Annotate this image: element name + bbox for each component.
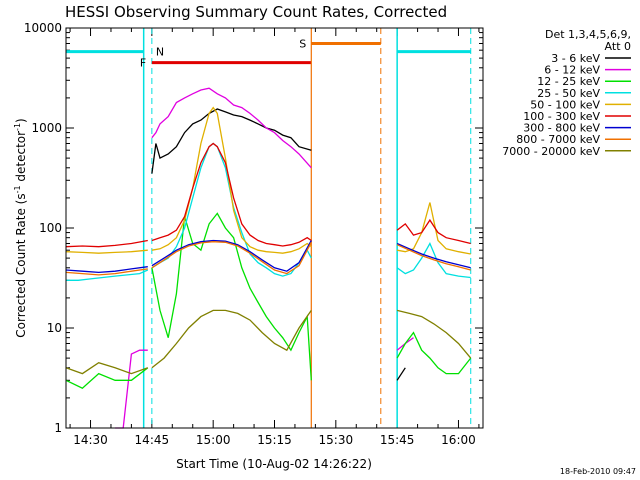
series-300-800-kev-segment-0	[65, 266, 148, 274]
plot-area: NF S	[65, 27, 484, 429]
series-100-300-kev	[65, 142, 471, 248]
series-50-100-kev-segment-1	[151, 106, 312, 254]
flare-marker-label: F	[140, 57, 146, 70]
series-12-25-kev-segment-1	[151, 212, 312, 381]
series-300-800-kev	[65, 239, 471, 274]
legend-label-25-50-kev: 25 - 50 keV	[537, 87, 600, 100]
series-7000-20000-kev	[65, 309, 472, 375]
series-50-100-kev	[65, 106, 471, 255]
series-100-300-kev-segment-0	[65, 239, 148, 248]
series-25-50-kev-segment-0	[66, 269, 149, 281]
series-7000-20000-kev-segment-0	[65, 361, 149, 375]
series-7000-20000-kev-segment-1	[151, 309, 312, 369]
series-3-6-kev-segment-0	[151, 108, 312, 174]
y-tick-label-0: 1	[54, 421, 62, 435]
series-lines	[65, 87, 472, 429]
series-100-300-kev-segment-1	[151, 142, 312, 247]
series-25-50-kev	[66, 142, 471, 281]
series-12-25-kev-segment-0	[65, 367, 149, 389]
x-tick-label-0: 14:30	[73, 433, 108, 447]
legend-label-12-25-kev: 12 - 25 keV	[537, 75, 600, 88]
y-tick-label-1: 10	[47, 321, 62, 335]
legend-label-100-300-kev: 100 - 300 keV	[523, 110, 600, 123]
y-tick-label-2: 100	[39, 221, 62, 235]
y-tick-label-3: 1000	[31, 121, 62, 135]
series-12-25-kev-segment-2	[396, 331, 472, 375]
series-6-12-kev-segment-0	[115, 349, 148, 429]
series-800-7000-kev	[65, 241, 471, 276]
observing-markers: NF S	[66, 28, 472, 428]
legend-label-50-100-kev: 50 - 100 keV	[530, 98, 600, 111]
x-tick-label-5: 15:45	[380, 433, 415, 447]
legend-label-7000-20000-kev: 7000 - 20000 keV	[502, 145, 600, 158]
series-3-6-kev	[151, 108, 406, 381]
legend-header-attenuator: Att 0	[605, 40, 631, 53]
night-marker-label: N	[156, 46, 164, 59]
series-50-100-kev-segment-0	[65, 249, 148, 254]
y-axis-label-mid: detector	[14, 131, 28, 186]
y-axis-label-end: )	[14, 118, 28, 123]
y-axis-label-main: Corrected Count Rate (s	[14, 193, 28, 337]
series-800-7000-kev-segment-0	[65, 268, 148, 276]
y-axis-label: Corrected Count Rate (s-1 detector-1)	[13, 118, 28, 337]
legend-label-800-7000-kev: 800 - 7000 keV	[516, 133, 600, 146]
legend-label-6-12-kev: 6 - 12 keV	[544, 64, 600, 77]
footer-timestamp: 18-Feb-2010 09:47	[560, 467, 636, 476]
x-tick-label-2: 15:00	[196, 433, 231, 447]
series-3-6-kev-segment-1	[396, 367, 406, 381]
x-tick-label-6: 16:00	[441, 433, 476, 447]
x-axis-label: Start Time (10-Aug-02 14:26:22)	[176, 457, 372, 471]
y-tick-labels: 1 10 100 1000 10000	[24, 21, 62, 435]
legend-label-3-6-kev: 3 - 6 keV	[551, 52, 600, 65]
series-25-50-kev-segment-2	[396, 242, 471, 279]
series-50-100-kev-segment-2	[396, 202, 471, 255]
legend-header-detectors: Det 1,3,4,5,6,9,	[545, 28, 631, 41]
series-7000-20000-kev-segment-2	[396, 309, 472, 359]
series-6-12-kev	[115, 87, 414, 429]
saa-marker-label: S	[299, 37, 306, 50]
series-300-800-kev-segment-2	[396, 242, 471, 269]
y-axis-label-sup2: -1	[13, 123, 22, 131]
series-12-25-kev	[65, 212, 472, 389]
series-100-300-kev-segment-2	[396, 218, 471, 245]
x-tick-label-1: 14:45	[135, 433, 170, 447]
series-6-12-kev-segment-1	[151, 87, 312, 169]
y-axis-label-sup1: -1	[13, 185, 22, 193]
series-800-7000-kev-segment-2	[396, 244, 471, 271]
axis-ticks	[66, 27, 483, 429]
series-25-50-kev-segment-1	[151, 142, 312, 277]
x-tick-labels: 14:30 14:45 15:00 15:15 15:30 15:45 16:00	[73, 433, 476, 447]
x-tick-label-4: 15:30	[319, 433, 354, 447]
series-800-7000-kev-segment-1	[151, 241, 312, 275]
x-tick-label-3: 15:15	[257, 433, 292, 447]
series-300-800-kev-segment-1	[151, 239, 312, 272]
plot-frame	[65, 27, 484, 429]
y-tick-label-4: 10000	[24, 21, 62, 35]
legend-label-300-800-kev: 300 - 800 keV	[523, 122, 600, 135]
chart-title: HESSI Observing Summary Count Rates, Cor…	[65, 3, 447, 21]
